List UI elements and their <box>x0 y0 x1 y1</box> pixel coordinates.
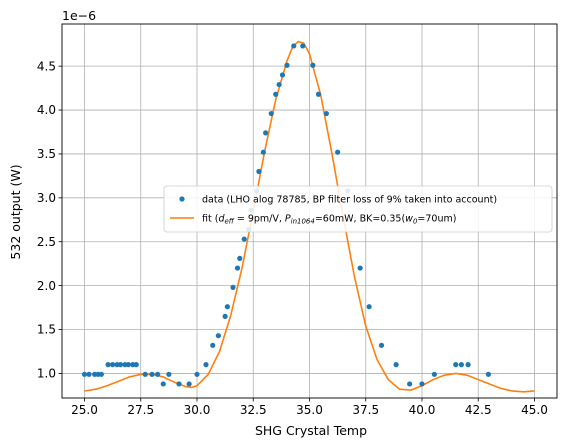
data-point <box>256 168 262 175</box>
data-point <box>86 371 92 377</box>
data-point <box>366 304 372 310</box>
y-axis: 1.0 1.5 2.0 2.5 3.0 3.5 4.0 4.5 <box>37 59 62 381</box>
data-point <box>110 362 116 368</box>
data-point <box>222 313 228 319</box>
y-tick-label: 3.5 <box>37 147 56 161</box>
data-point <box>98 371 104 377</box>
data-point <box>284 62 290 68</box>
data-point <box>465 362 471 368</box>
data-point <box>176 381 182 387</box>
data-point <box>160 381 166 387</box>
data-point <box>393 362 399 368</box>
y-tick-label: 3.0 <box>37 191 56 205</box>
data-point <box>453 362 459 368</box>
data-point <box>105 362 111 368</box>
x-axis: 25.0 27.5 30.0 32.5 35.0 37.5 40.0 42.5 45.0 <box>71 398 548 417</box>
y-tick-label: 1.5 <box>37 323 56 337</box>
fit-curve <box>84 40 535 393</box>
data-point <box>315 91 322 97</box>
data-point <box>300 43 306 49</box>
data-point <box>194 371 200 377</box>
x-tick-label: 45.0 <box>521 403 548 417</box>
data-point <box>310 62 316 68</box>
data-point <box>166 371 172 377</box>
data-point <box>155 371 161 377</box>
data-point <box>224 304 230 310</box>
legend-data-marker <box>179 196 185 202</box>
y-tick-label: 4.5 <box>37 59 56 73</box>
x-tick-label: 42.5 <box>465 403 492 417</box>
data-point <box>230 284 236 290</box>
data-point <box>419 381 425 387</box>
x-tick-label: 37.5 <box>352 403 379 417</box>
data-point <box>268 110 274 117</box>
y-tick-label: 2.0 <box>37 279 56 293</box>
x-tick-label: 25.0 <box>71 403 98 417</box>
data-point <box>378 342 385 348</box>
data-point <box>273 91 279 97</box>
x-tick-label: 35.0 <box>296 403 323 417</box>
legend-box <box>163 185 553 233</box>
data-point <box>335 149 341 155</box>
data-point <box>133 362 139 368</box>
data-point <box>485 371 491 377</box>
legend: data (LHO alog 78785, BP filter loss of … <box>163 185 553 233</box>
data-point <box>142 371 148 377</box>
data-point <box>81 371 88 377</box>
x-tick-label: 40.0 <box>409 403 436 417</box>
data-point <box>210 342 216 348</box>
fit-line-series <box>84 40 535 393</box>
x-tick-label: 32.5 <box>240 403 267 417</box>
data-point <box>458 362 464 368</box>
data-point <box>357 265 363 271</box>
data-point <box>241 236 247 242</box>
y-tick-label: 2.5 <box>37 235 56 249</box>
y-offset-label: 1e−6 <box>62 8 96 23</box>
data-point <box>149 371 155 377</box>
data-point <box>260 149 266 155</box>
y-tick-label: 4.0 <box>37 103 56 117</box>
data-point <box>203 362 209 368</box>
data-point <box>276 81 282 88</box>
data-point <box>407 381 413 387</box>
data-point <box>186 381 192 387</box>
data-point <box>234 265 241 271</box>
legend-fit-label: fit (deff = 9pm/V, Pin1064=60mW, BK=0.35… <box>202 214 456 226</box>
y-tick-label: 1.0 <box>37 367 56 381</box>
data-point <box>323 110 329 117</box>
legend-data-label: data (LHO alog 78785, BP filter loss of … <box>202 195 497 206</box>
x-axis-label: SHG Crystal Temp <box>255 423 367 438</box>
x-tick-label: 27.5 <box>127 403 154 417</box>
data-point <box>237 255 243 262</box>
y-axis-label: 532 output (W) <box>8 164 23 259</box>
data-point <box>431 371 437 377</box>
data-point <box>279 72 286 78</box>
data-point <box>291 43 297 49</box>
data-point <box>117 362 124 368</box>
data-point <box>263 130 269 136</box>
x-tick-label: 30.0 <box>184 403 211 417</box>
data-point <box>215 333 221 339</box>
data-point <box>125 362 131 368</box>
